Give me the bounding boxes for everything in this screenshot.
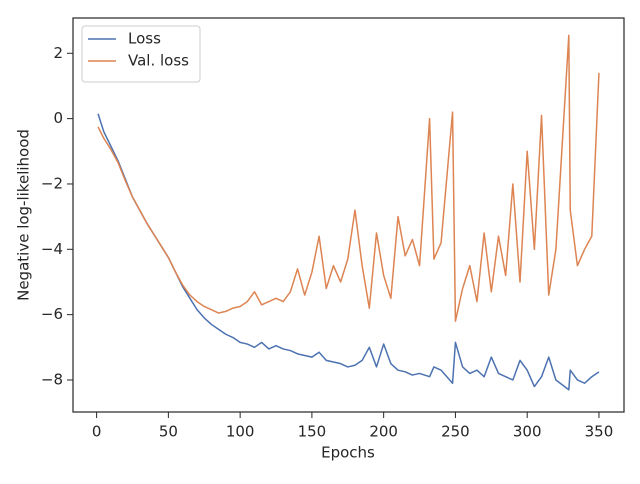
x-tick-label: 350 [585,423,614,441]
y-tick-label: −2 [41,174,63,192]
legend-label: Val. loss [128,52,189,70]
legend-box [81,25,201,83]
x-tick-label: 0 [92,423,102,441]
series-line [97,34,600,322]
x-tick-label: 300 [513,423,542,441]
x-tick-label: 100 [226,423,255,441]
y-tick-label: 0 [53,109,63,127]
y-tick-label: −4 [41,240,63,258]
legend-label: Loss [128,30,161,48]
y-tick-label: −8 [41,370,63,388]
y-axis-label: Negative log-likelihood [15,129,33,301]
plot-frame [72,17,625,413]
x-tick-label: 200 [369,423,398,441]
x-tick-label: 50 [159,423,178,441]
y-tick-label: −6 [41,305,63,323]
x-tick-label: 150 [298,423,327,441]
y-tick-label: 2 [53,44,63,62]
x-tick-label: 250 [441,423,470,441]
x-axis-label: Epochs [321,444,375,462]
